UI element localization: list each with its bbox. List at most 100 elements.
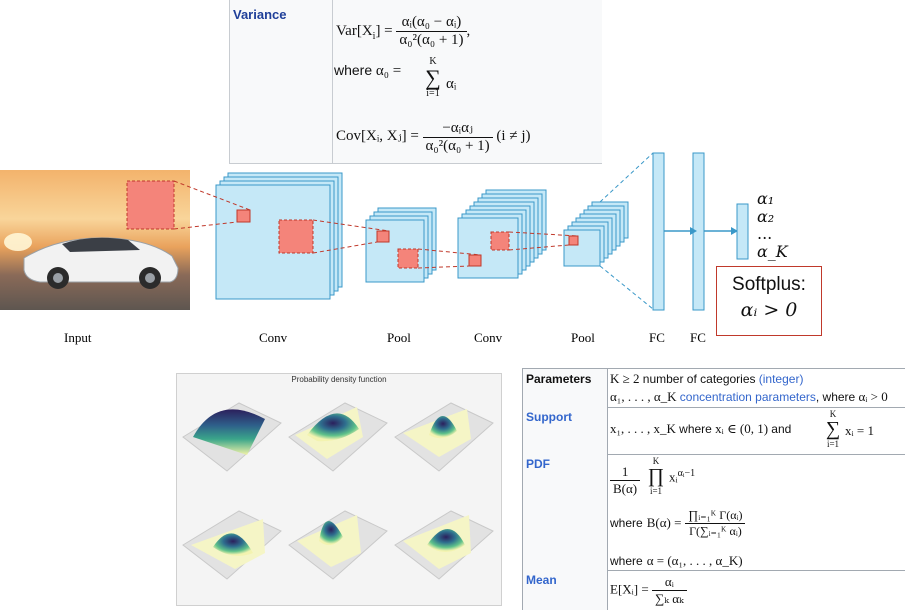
parameters-value: K ≥ 2 number of categories (integer) α₁,… <box>610 371 888 405</box>
support-math: x₁, . . . , x_K <box>610 421 676 436</box>
support-label[interactable]: Support <box>526 410 572 424</box>
sum-bottom: i=1 <box>426 88 440 99</box>
var-lhs-end: ] = <box>375 22 393 39</box>
label-input: Input <box>64 330 92 345</box>
alpha0-lhs: α₀ = <box>375 63 402 79</box>
surface-plot <box>394 510 494 580</box>
pdf-beta-den: Γ(∑ᵢ₌₁ᴷ αᵢ) <box>689 524 742 538</box>
pdf-beta-num: ∏ᵢ₌₁ᴷ Γ(αᵢ) <box>685 508 746 524</box>
integer-link[interactable]: (integer) <box>758 372 804 386</box>
softplus-condition: αᵢ > 0 <box>740 299 798 321</box>
arrowhead-icon <box>731 227 738 235</box>
pdf-where2: where <box>610 554 643 568</box>
label-pool2: Pool <box>571 330 595 345</box>
pool2-stack <box>563 201 629 267</box>
row-pdf: PDF 1 B(α) K ∏ i=1 xᵢαᵢ−1 where B(α) = ∏ᵢ… <box>523 454 905 571</box>
support-sum-top: K <box>829 409 837 419</box>
fc-conn-line <box>599 265 654 310</box>
pdf-label[interactable]: PDF <box>526 457 550 471</box>
output-alpha-2: α₂ <box>757 207 774 226</box>
pdf-prod-term: xᵢαᵢ−1 <box>669 468 695 485</box>
conv2-small-patch <box>468 254 482 267</box>
pool1-small-patch <box>376 230 390 243</box>
var-comma: , <box>466 22 471 39</box>
pdf-alpha-def: where α = (α₁, . . . , α_K) <box>610 552 743 570</box>
input-patch <box>126 180 175 230</box>
row-support: Support x₁, . . . , x_K where xᵢ ∈ (0, 1… <box>523 407 905 455</box>
fc1-layer <box>652 152 665 311</box>
pdf-panel: Probability density function <box>176 373 502 606</box>
conv1-patch <box>278 219 314 254</box>
softplus-title: Softplus: <box>732 274 806 295</box>
output-alpha-k: α_K <box>757 242 789 261</box>
cov-formula: Cov[Xᵢ, Xⱼ] = −αᵢαⱼ α₀²(α₀ + 1) (i ≠ j) <box>336 118 530 155</box>
pdf-prod-top: K <box>652 456 660 466</box>
pdf-prod-term-base: xᵢ <box>669 469 678 485</box>
fc-conn-line <box>599 152 654 203</box>
pool1-stack <box>365 207 437 283</box>
support-sum-symbol: ∑ <box>825 418 841 440</box>
pdf-beta-def: where B(α) = ∏ᵢ₌₁ᴷ Γ(αᵢ) Γ(∑ᵢ₌₁ᴷ αᵢ) <box>610 508 746 539</box>
pdf-prod-exp: αᵢ−1 <box>677 468 696 479</box>
row-header: Parameters <box>523 369 608 407</box>
mean-formula: E[Xᵢ] = αᵢ ∑ₖ αₖ <box>610 574 687 607</box>
conn-line <box>312 219 390 232</box>
support-value: x₁, . . . , x_K where xᵢ ∈ (0, 1) and <box>610 421 791 437</box>
where-text: where <box>334 62 373 78</box>
cov-denominator: α₀²(α₀ + 1) <box>425 138 490 154</box>
cov-fraction: −αᵢαⱼ α₀²(α₀ + 1) <box>422 118 493 155</box>
output-ellipsis: ... <box>757 224 772 243</box>
conn-line <box>508 231 579 237</box>
softplus-box: Softplus: αᵢ > 0 <box>716 266 822 336</box>
conn-line <box>417 248 482 256</box>
conn-line <box>417 265 470 269</box>
row-header: Mean <box>523 570 608 610</box>
parameters-label: Parameters <box>526 372 592 386</box>
mean-lhs: E[Xᵢ] = <box>610 581 649 597</box>
surface-plot <box>288 510 388 580</box>
var-fraction: αᵢ(α₀ − αᵢ) α₀²(α₀ + 1) <box>396 14 467 49</box>
param-condition: αᵢ > 0 <box>858 389 888 404</box>
variance-box: Variance Var[Xi] = αᵢ(α₀ − αᵢ) α₀²(α₀ + … <box>229 0 602 164</box>
support-where: where <box>679 422 712 436</box>
support-sum-bottom: i=1 <box>826 439 840 449</box>
cov-lhs: Cov[Xᵢ, Xⱼ] = <box>336 127 419 144</box>
cov-condition: (i ≠ j) <box>496 127 531 144</box>
support-sum-term: xᵢ = 1 <box>845 423 874 438</box>
label-conv1: Conv <box>259 330 288 345</box>
pdf-formula: 1 B(α) <box>610 464 641 497</box>
var-lhs-sub: i <box>372 30 376 42</box>
pdf-surfaces <box>182 402 494 580</box>
mean-label[interactable]: Mean <box>526 573 557 587</box>
row-header: PDF <box>523 454 608 570</box>
var-lhs: Var[X <box>336 22 373 39</box>
sum-symbol: ∑ <box>425 65 441 90</box>
param-where-text: , where <box>815 390 856 404</box>
label-fc2: FC <box>690 330 706 345</box>
alpha0-sum: K ∑ i=1 <box>422 56 444 100</box>
surface-plot <box>288 402 388 472</box>
output-layer <box>736 203 749 260</box>
surface-plot <box>182 510 282 580</box>
pdf-product: K ∏ i=1 <box>647 456 665 496</box>
pdf-panel-title: Probability density function <box>291 375 387 384</box>
surface-plot <box>182 402 282 472</box>
param-k-math: K ≥ 2 <box>610 371 640 386</box>
alpha0-formula: where α₀ = <box>334 62 401 80</box>
surface-plot <box>394 402 494 472</box>
concentration-link[interactable]: concentration parameters <box>679 390 816 404</box>
arrowhead-icon <box>690 227 697 235</box>
label-conv2: Conv <box>474 330 503 345</box>
pdf-frac-den: B(α) <box>613 481 638 496</box>
conn-line <box>508 244 570 251</box>
sum-term: αᵢ <box>446 76 457 92</box>
conn-line <box>173 221 238 230</box>
pool2-small-patch <box>568 235 579 246</box>
pdf-prod-bottom: i=1 <box>649 486 663 496</box>
output-alpha-1: α₁ <box>757 189 774 208</box>
param-k-text: number of categories <box>642 372 756 386</box>
label-pool1: Pool <box>387 330 411 345</box>
var-numerator: αᵢ(α₀ − αᵢ) <box>396 14 467 32</box>
variance-divider <box>332 0 333 163</box>
param-alpha-math: α₁, . . . , α_K <box>610 389 677 404</box>
